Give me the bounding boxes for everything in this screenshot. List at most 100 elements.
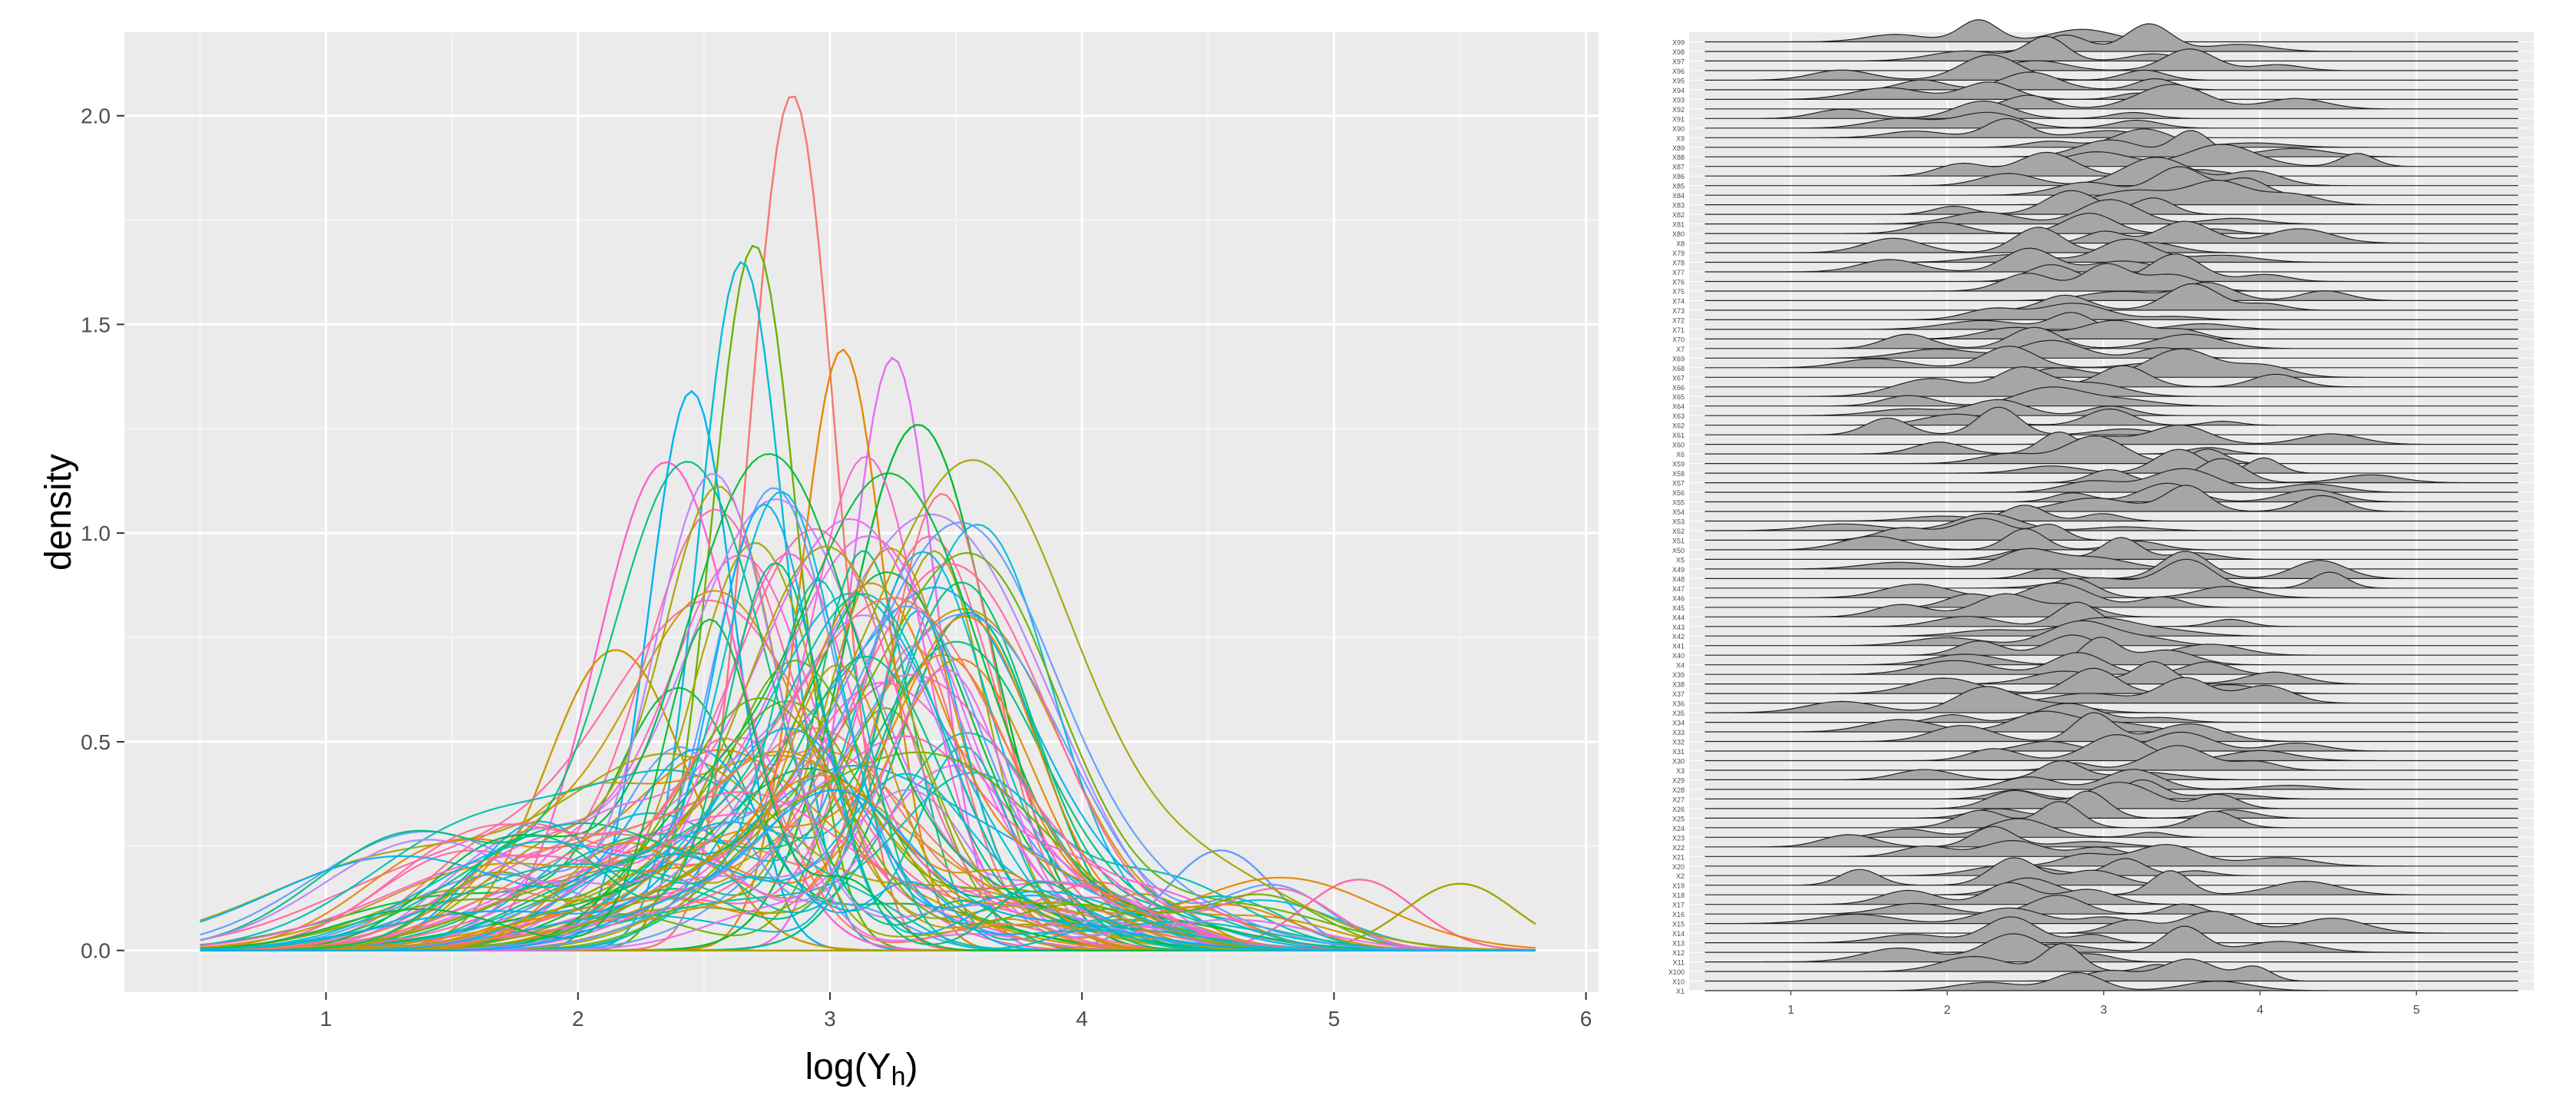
right-y-label: X40 [1672, 652, 1685, 660]
right-y-label: X75 [1672, 288, 1685, 296]
right-x-ticks: 12345 [1787, 991, 2420, 1017]
right-x-tick-label: 2 [1944, 1004, 1951, 1017]
right-y-label: X27 [1672, 796, 1685, 803]
right-y-label: X23 [1672, 834, 1685, 842]
right-y-label: X69 [1672, 355, 1685, 362]
right-y-label: X71 [1672, 326, 1685, 334]
right-y-label: X37 [1672, 690, 1685, 698]
right-y-label: X95 [1672, 77, 1685, 84]
right-y-label: X76 [1672, 278, 1685, 286]
right-y-label: X59 [1672, 461, 1685, 468]
right-y-label: X22 [1672, 844, 1685, 852]
right-y-label: X99 [1672, 38, 1685, 46]
right-y-label: X64 [1672, 403, 1685, 411]
right-y-label: X96 [1672, 68, 1685, 75]
right-y-label: X68 [1672, 365, 1685, 372]
right-y-label: X1 [1676, 988, 1685, 995]
right-y-label: X5 [1676, 556, 1685, 564]
right-y-label: X57 [1672, 480, 1685, 488]
right-y-label: X39 [1672, 671, 1685, 679]
right-y-label: X66 [1672, 384, 1685, 392]
right-y-label: X34 [1672, 720, 1685, 727]
right-y-label: X44 [1672, 614, 1685, 621]
right-y-label: X58 [1672, 470, 1685, 478]
right-y-label: X30 [1672, 757, 1685, 765]
right-y-label: X80 [1672, 230, 1685, 238]
right-y-label: X97 [1672, 58, 1685, 65]
right-y-label: X41 [1672, 643, 1685, 650]
right-y-label: X20 [1672, 863, 1685, 871]
right-y-label: X21 [1672, 853, 1685, 861]
right-y-label: X31 [1672, 748, 1685, 756]
left-x-ticks: 1 2 3 4 5 6 [320, 992, 1592, 1031]
right-y-label: X79 [1672, 250, 1685, 257]
right-y-label: X43 [1672, 624, 1685, 631]
right-y-label: X63 [1672, 412, 1685, 420]
right-y-label: X53 [1672, 518, 1685, 525]
right-y-label: X91 [1672, 115, 1685, 123]
right-y-label: X86 [1672, 173, 1685, 180]
right-y-label: X98 [1672, 48, 1685, 56]
x-axis-title-subscript: h [891, 1062, 906, 1091]
right-y-label: X87 [1672, 164, 1685, 171]
right-y-label: X89 [1672, 144, 1685, 152]
right-y-label: X60 [1672, 442, 1685, 449]
right-y-label: X12 [1672, 949, 1685, 957]
right-y-label: X47 [1672, 585, 1685, 593]
right-y-label: X36 [1672, 700, 1685, 708]
right-y-label: X3 [1676, 767, 1685, 775]
right-y-label: X52 [1672, 528, 1685, 535]
x-tick-label: 6 [1580, 1007, 1592, 1031]
right-y-label: X83 [1672, 202, 1685, 210]
right-y-label: X72 [1672, 316, 1685, 324]
right-y-label: X81 [1672, 221, 1685, 229]
right-y-label: X4 [1676, 662, 1685, 670]
y-axis-title: density [38, 454, 79, 571]
right-y-label: X42 [1672, 633, 1685, 640]
left-y-ticks: 0.00.51.01.52.0 [81, 104, 124, 963]
right-y-label: X13 [1672, 940, 1685, 948]
right-x-tick-label: 4 [2257, 1004, 2264, 1017]
right-y-label: X65 [1672, 393, 1685, 401]
right-x-tick-label: 3 [2100, 1004, 2107, 1017]
right-y-label: X32 [1672, 739, 1685, 746]
right-y-label: X26 [1672, 806, 1685, 813]
right-y-label: X17 [1672, 902, 1685, 909]
x-tick-label: 4 [1076, 1007, 1088, 1031]
right-y-label: X55 [1672, 499, 1685, 507]
x-tick-label: 2 [572, 1007, 584, 1031]
x-tick-label: 3 [824, 1007, 836, 1031]
right-y-label: X77 [1672, 269, 1685, 276]
y-tick-label: 2.0 [81, 104, 111, 128]
right-y-label: X48 [1672, 575, 1685, 583]
right-y-label: X49 [1672, 566, 1685, 574]
right-y-label: X19 [1672, 882, 1685, 890]
right-y-label: X85 [1672, 183, 1685, 190]
right-y-label: X67 [1672, 374, 1685, 382]
right-y-label: X38 [1672, 681, 1685, 689]
right-y-label: X90 [1672, 125, 1685, 133]
right-y-label: X93 [1672, 96, 1685, 104]
right-y-label: X62 [1672, 422, 1685, 430]
right-y-label: X7 [1676, 346, 1685, 353]
right-y-label: X84 [1672, 192, 1685, 200]
right-y-label: X78 [1672, 260, 1685, 267]
right-y-label: X33 [1672, 729, 1685, 736]
right-y-label: X92 [1672, 106, 1685, 114]
right-y-label: X14 [1672, 930, 1685, 938]
right-y-label: X35 [1672, 710, 1685, 717]
right-y-label: X9 [1676, 134, 1685, 142]
right-y-label: X2 [1676, 872, 1685, 880]
right-y-label: X29 [1672, 776, 1685, 784]
right-y-label: X94 [1672, 87, 1685, 94]
right-y-label: X88 [1672, 154, 1685, 161]
right-y-label: X10 [1672, 978, 1685, 986]
right-y-label: X51 [1672, 537, 1685, 544]
x-axis-title-main: log(Y [805, 1047, 891, 1087]
right-y-label: X50 [1672, 547, 1685, 554]
x-axis-title-close: ) [906, 1047, 918, 1087]
right-y-label: X18 [1672, 892, 1685, 899]
right-y-label: X8 [1676, 240, 1685, 248]
